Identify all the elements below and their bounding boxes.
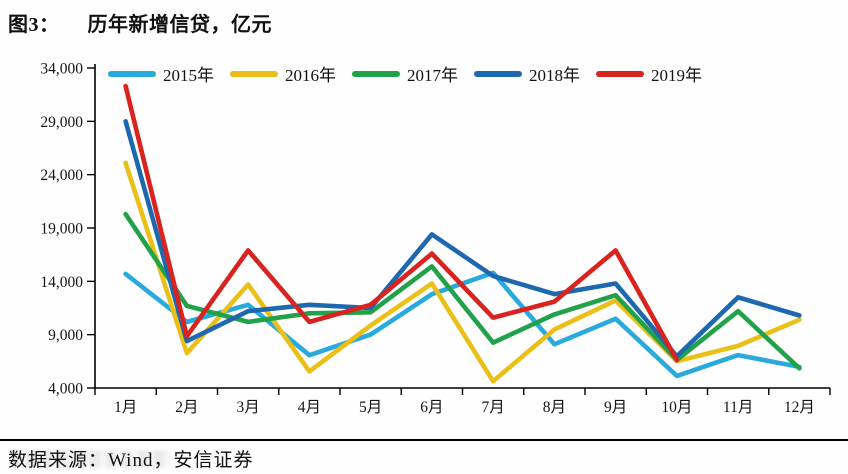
figure-header: 图3： 历年新增信贷，亿元: [8, 8, 272, 37]
legend-item-2019: 2019年: [596, 61, 702, 86]
x-axis-tick-label: 2月: [175, 399, 198, 416]
y-axis-tick-label: 19,000: [40, 221, 83, 238]
y-axis-tick-label: 14,000: [40, 274, 83, 291]
chart-legend: 2015年 2016年 2017年 2018年 2019年: [108, 61, 702, 86]
y-axis-tick-label: 34,000: [40, 61, 83, 78]
legend-item-2018: 2018年: [474, 61, 580, 86]
legend-item-2017: 2017年: [352, 61, 458, 86]
figure-number: 图3：: [8, 14, 60, 36]
legend-label: 2018年: [529, 66, 580, 85]
line-chart: 4,000 9,000 14,000 19,000 24,000 29,000 34,000…: [40, 61, 831, 416]
legend-label: 2016年: [285, 66, 336, 85]
legend-label: 2015年: [163, 66, 214, 85]
legend-label: 2017年: [407, 66, 458, 85]
y-axis-tick-label: 9,000: [48, 327, 83, 344]
x-axis-tick-label: 12月: [784, 399, 815, 416]
legend-line-swatch-2018: [474, 70, 522, 77]
series-line-2018年: [123, 119, 802, 359]
footer-divider: [0, 439, 848, 441]
x-axis-tick-label: 6月: [420, 399, 443, 416]
x-axis-tick-label: 3月: [236, 399, 259, 416]
legend-line-swatch-2015: [108, 70, 156, 77]
watermark: [10, 450, 170, 468]
data-source-note: 数据来源：Wind，安信证券: [8, 450, 254, 471]
x-axis-tick-label: 7月: [481, 399, 504, 416]
y-axis-tick-label: 4,000: [48, 381, 83, 398]
y-axis-tick-label: 24,000: [40, 167, 83, 184]
y-axis-tick-label: 29,000: [40, 114, 83, 131]
x-axis-tick-label: 8月: [543, 399, 566, 416]
x-axis-tick-label: 4月: [298, 399, 321, 416]
series-line-2017年: [123, 211, 802, 371]
legend-item-2015: 2015年: [108, 61, 214, 86]
legend-line-swatch-2019: [596, 70, 644, 77]
legend-item-2016: 2016年: [230, 61, 336, 86]
legend-line-swatch-2016: [230, 70, 278, 77]
legend-line-swatch-2017: [352, 70, 400, 77]
series-line-2016年: [123, 160, 802, 384]
legend-label: 2019年: [651, 66, 702, 85]
x-axis-tick-label: 5月: [359, 399, 382, 416]
figure-title: 历年新增信贷，亿元: [87, 14, 272, 36]
series-line-2019年: [123, 83, 680, 363]
x-axis-tick-label: 10月: [661, 399, 692, 416]
x-axis-tick-label: 1月: [114, 399, 137, 416]
x-axis-tick-label: 11月: [723, 399, 753, 416]
x-axis-tick-label: 9月: [604, 399, 627, 416]
